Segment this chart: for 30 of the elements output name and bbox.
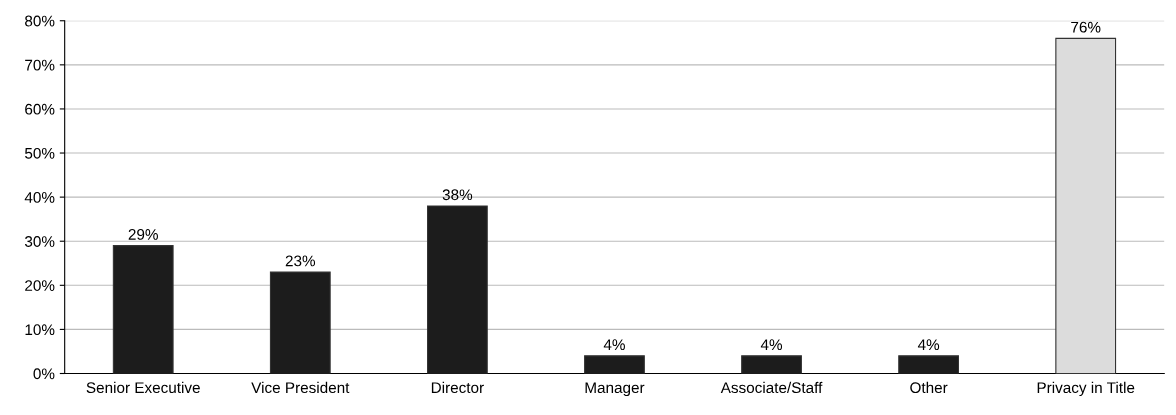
x-tick-label: Senior Executive — [86, 381, 200, 394]
x-tick-label: Vice President — [251, 381, 350, 394]
y-tick-label: 0% — [33, 368, 55, 380]
y-tick-label: 50% — [24, 147, 55, 159]
data-label: 4% — [603, 339, 625, 351]
y-tick-label: 20% — [25, 280, 55, 291]
y-tick-label: 10% — [25, 324, 55, 336]
y-tick-label: 80% — [25, 15, 55, 27]
data-label: 23% — [285, 255, 316, 267]
bar — [269, 271, 331, 374]
data-label: 76% — [1071, 21, 1101, 33]
y-tick-label: 60% — [25, 103, 55, 115]
data-label: 4% — [917, 339, 940, 351]
bar — [584, 355, 645, 374]
data-label: 29% — [128, 229, 158, 240]
x-tick-label: Other — [910, 381, 948, 394]
y-tick-label: 40% — [24, 191, 55, 203]
bar — [1055, 37, 1117, 374]
x-tick-label: Privacy in Title — [1037, 381, 1135, 397]
data-label: 4% — [760, 339, 783, 351]
x-tick-label: Manager — [585, 382, 645, 397]
y-tick-label: 70% — [25, 59, 55, 71]
bar — [426, 205, 488, 374]
bar — [741, 355, 802, 374]
bar — [898, 355, 960, 374]
x-tick-label: Director — [431, 381, 484, 394]
bar — [112, 245, 174, 374]
y-tick-label: 30% — [24, 236, 55, 247]
x-tick-label: Associate/Staff — [720, 381, 823, 394]
data-label: 38% — [442, 189, 473, 201]
